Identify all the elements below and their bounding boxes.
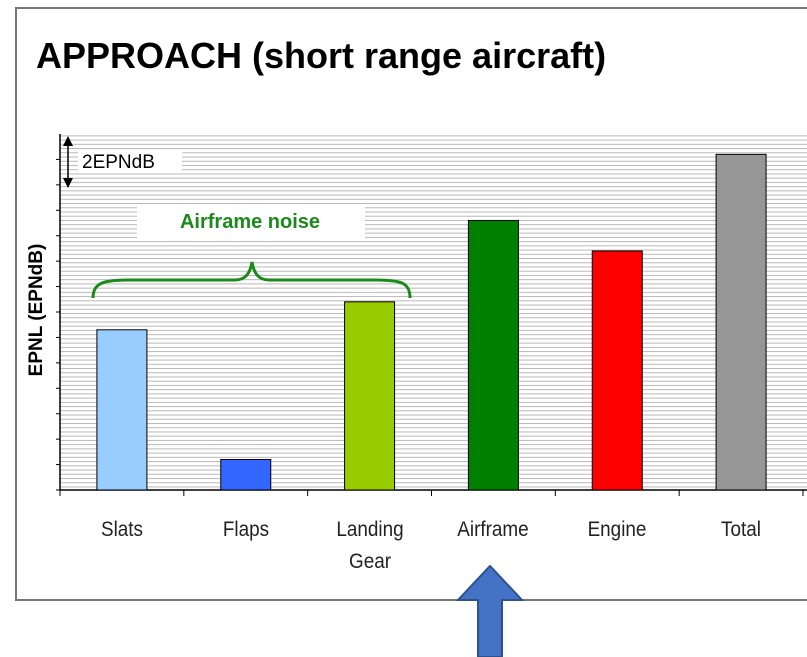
bar: [344, 301, 396, 491]
bar: [591, 250, 643, 491]
pointer-arrow: [455, 564, 525, 657]
x-tick-label: Airframe: [457, 518, 530, 541]
y-axis-label: EPNL (EPNdB): [26, 244, 47, 377]
x-tick-label: Flaps: [222, 518, 269, 541]
annotation: 2EPNdB: [82, 152, 155, 173]
x-tick-label: Total: [721, 518, 762, 541]
plot-background: [60, 134, 807, 490]
annotation-box: [78, 150, 182, 172]
annotation: Airframe noise: [180, 211, 320, 233]
bar: [715, 153, 767, 491]
chart-title: APPROACH (short range aircraft): [36, 35, 606, 76]
x-tick-label: Slats: [100, 518, 143, 541]
bar: [220, 458, 272, 491]
annotation-box: [137, 204, 365, 240]
bar: [96, 329, 148, 491]
bar: [467, 219, 519, 491]
brace: [91, 261, 412, 299]
x-tick-label: Landing Gear: [335, 518, 404, 573]
x-tick-label: Engine: [587, 518, 647, 541]
